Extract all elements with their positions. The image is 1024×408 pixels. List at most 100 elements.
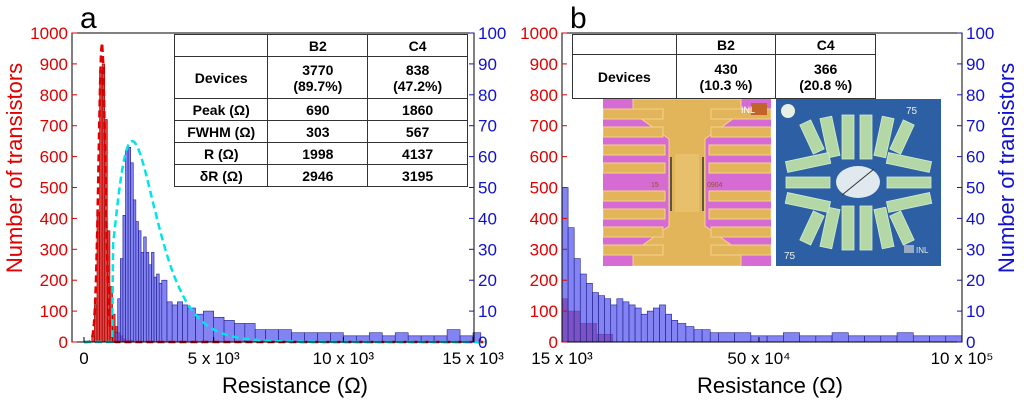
right-tick-label: 30: [478, 240, 497, 259]
c4-bar: [665, 313, 672, 343]
table-a-row-label: δR (Ω): [173, 164, 269, 187]
c4-bar: [799, 335, 817, 343]
right-tick-label: 80: [966, 86, 985, 105]
c4-bar: [132, 199, 137, 343]
inset-b2-inl-text: INL: [741, 105, 755, 115]
inset-b2-channel: [675, 154, 699, 212]
c4-bar: [677, 323, 687, 343]
c4-bar: [161, 279, 168, 343]
c4-bar: [718, 332, 735, 343]
right-tick-label: 50: [966, 179, 985, 198]
left-tick-label: 100: [40, 302, 68, 321]
x-tick-label: 5 x 10³: [188, 349, 240, 368]
table-a-cell: 2946: [267, 164, 369, 187]
x-tick-label: 50 x 10⁴: [727, 349, 790, 368]
right-tick-label: 90: [478, 55, 497, 74]
c4-bar: [659, 304, 666, 343]
c4-bar: [653, 307, 660, 343]
inset-c4-label-75-top: 75: [906, 106, 918, 117]
right-tick-label: 70: [966, 117, 985, 136]
x-tick-label: 10 x 10³: [313, 349, 375, 368]
panel-b-x-axis-title: Resistance (Ω): [697, 373, 843, 398]
c4-bar: [127, 147, 131, 343]
right-tick-label: 0: [478, 333, 487, 352]
c4-bar: [148, 264, 152, 343]
c4-bar: [646, 310, 654, 343]
c4-bar: [166, 301, 173, 343]
table-b-cell: 366 (20.8 %): [775, 54, 876, 99]
c4-bar: [151, 252, 155, 343]
table-a-header-b2: B2: [267, 34, 369, 57]
c4-bar: [579, 273, 587, 343]
c4-bar: [394, 332, 409, 343]
table-a-cell: 567: [367, 120, 468, 143]
c4-bar: [140, 252, 144, 343]
table-a-corner: [173, 34, 269, 57]
c4-bar: [203, 310, 214, 343]
c4-bar: [114, 332, 119, 343]
right-tick-label: 80: [478, 86, 497, 105]
c4-bar: [912, 335, 930, 343]
panel-a-x-axis-title: Resistance (Ω): [222, 373, 368, 398]
c4-bar: [592, 292, 599, 343]
c4-bar: [223, 320, 235, 343]
c4-bar: [158, 282, 163, 343]
panel-a-left-axis-title: Number of transistors: [2, 63, 27, 273]
table-a-cell: 690: [267, 98, 369, 121]
c4-bar: [598, 295, 605, 343]
inset-b2-right-text: 0904: [707, 182, 723, 189]
c4-bar: [815, 335, 833, 343]
c4-bar: [586, 282, 593, 343]
inset-c4-label-75-bottom: 75: [784, 251, 796, 262]
panel-a-stats-table: B2 C4 Devices 3770 (89.7%) 838 (47.2%) P…: [173, 34, 468, 187]
table-a-cell: 303: [267, 120, 369, 143]
b2-bar: [104, 119, 108, 343]
table-a-cell: 4137: [367, 142, 468, 165]
c4-bar: [709, 332, 719, 343]
x-tick-label: 0: [79, 349, 88, 368]
c4-bar: [153, 276, 157, 343]
c4-bar: [734, 332, 752, 343]
panel-b-stats-table: B2 C4 Devices 430 (10.3 %) 366 (20.8 %): [572, 34, 876, 99]
c4-bar: [880, 335, 898, 343]
table-a-row-label: R (Ω): [173, 142, 269, 165]
c4-bar: [616, 298, 624, 343]
right-tick-label: 0: [966, 333, 975, 352]
panel-a-plot: 0100200300400500600700800900100001020304…: [30, 24, 506, 368]
right-tick-label: 10: [478, 302, 497, 321]
right-tick-label: 10: [966, 302, 985, 321]
table-b-cell: 430 (10.3 %): [675, 54, 777, 99]
left-tick-label: 400: [530, 209, 558, 228]
c4-bar: [145, 252, 150, 343]
inset-b2-corner-mark: [751, 103, 767, 115]
c4-bar: [847, 335, 865, 343]
c4-bar: [671, 320, 679, 343]
inset-c4-corner-circle: [781, 104, 795, 118]
table-b-header-b2: B2: [675, 34, 777, 55]
c4-bar: [685, 326, 695, 343]
left-tick-label: 400: [40, 209, 68, 228]
c4-bar: [640, 313, 648, 343]
table-a-header-c4: C4: [367, 34, 468, 57]
left-tick-label: 200: [40, 271, 68, 290]
left-tick-label: 0: [549, 333, 558, 352]
right-tick-label: 60: [478, 148, 497, 167]
left-tick-label: 900: [530, 55, 558, 74]
c4-bar: [156, 273, 160, 343]
left-tick-label: 0: [59, 333, 68, 352]
c4-bar: [117, 298, 121, 343]
left-tick-label: 200: [530, 271, 558, 290]
c4-bar: [138, 230, 142, 343]
left-tick-label: 300: [530, 240, 558, 259]
c4-bar: [171, 304, 178, 343]
c4-bar: [120, 258, 124, 343]
left-tick-label: 500: [40, 179, 68, 198]
inset-c4-device-image: 75 75 INL: [776, 99, 941, 266]
panel-b-plot: 0 100 200 300 400 500 600 700 800 900 1000 0 10 20 30 4…: [520, 24, 994, 368]
table-b-header-c4: C4: [775, 34, 876, 55]
c4-bar: [766, 335, 784, 343]
right-tick-label: 50: [478, 179, 497, 198]
table-a-cell: 3195: [367, 164, 468, 187]
c4-bar: [122, 215, 126, 343]
